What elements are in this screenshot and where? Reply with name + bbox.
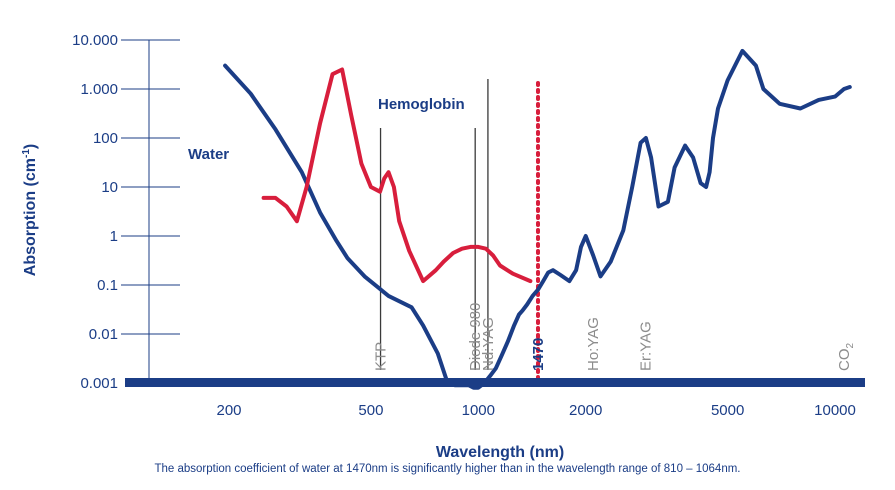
x-tick-label: 5000 <box>711 402 744 419</box>
x-tick-labels: 200 500 1000 2000 5000 10000 <box>216 402 855 419</box>
y-tick-label: 0.001 <box>80 375 118 392</box>
y-axis-title-sup: -1 <box>21 149 32 158</box>
y-tick-label: 10 <box>101 179 118 196</box>
x-tick-label: 10000 <box>814 402 856 419</box>
laser-label-ho-yag: Ho:YAG <box>585 317 602 371</box>
x-tick-label: 500 <box>358 402 383 419</box>
laser-label-subscript: 2 <box>845 343 856 349</box>
y-tick-labels: 10.000 1.000 100 10 1 0.1 0.01 0.001 <box>72 32 118 392</box>
x-axis-bar <box>125 378 865 387</box>
laser-label-co2: CO2 <box>836 343 856 372</box>
series-line-water <box>223 48 852 390</box>
y-axis-title: Absorption (cm-1) <box>21 144 39 276</box>
series-label-hemoglobin: Hemoglobin <box>378 96 465 113</box>
y-tick-label: 100 <box>93 130 118 147</box>
x-tick-label: 2000 <box>569 402 602 419</box>
laser-label-1470: 1470 <box>530 338 547 371</box>
y-tick-label: 0.01 <box>89 326 118 343</box>
x-axis-title: Wavelength (nm) <box>436 444 564 461</box>
chart-caption: The absorption coefficient of water at 1… <box>154 463 741 475</box>
curves <box>223 48 852 390</box>
y-tick-label: 10.000 <box>72 32 118 49</box>
y-tick-label: 1.000 <box>80 81 118 98</box>
y-tick-label: 1 <box>110 228 118 245</box>
laser-label-er-yag: Er:YAG <box>637 321 654 371</box>
laser-label-nd-yag: Nd:YAG <box>480 317 497 371</box>
series-line-hemoglobin <box>261 67 533 284</box>
y-tick-label: 0.1 <box>97 277 118 294</box>
x-tick-label: 200 <box>216 402 241 419</box>
y-axis-title-main: Absorption (cm <box>22 158 39 276</box>
laser-lines <box>379 79 540 385</box>
y-axis-title-close: ) <box>22 144 39 149</box>
x-tick-label: 1000 <box>462 402 495 419</box>
grid-lines <box>121 39 180 383</box>
series-label-water: Water <box>188 146 229 163</box>
laser-label-ktp: KTP <box>373 342 390 371</box>
laser-label-diode-980: Diode 980 <box>467 303 484 371</box>
